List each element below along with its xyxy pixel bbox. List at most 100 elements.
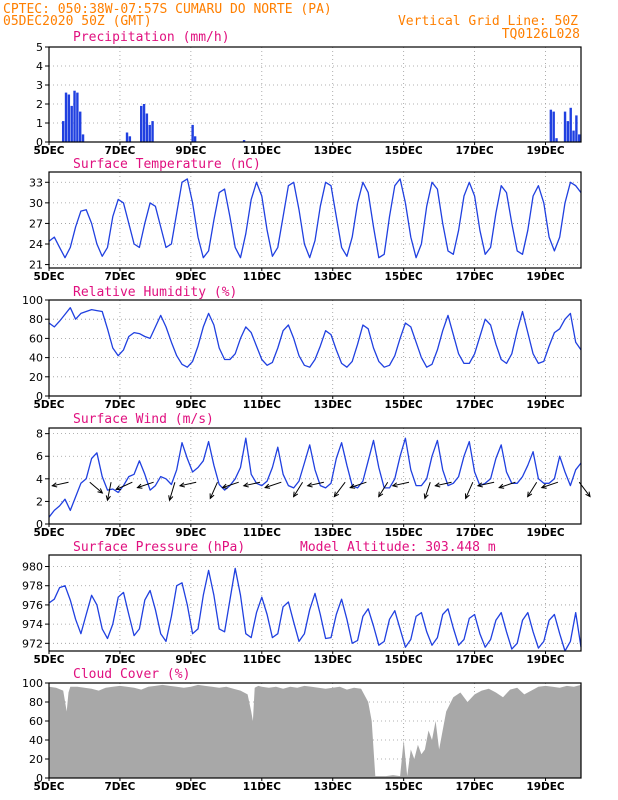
wind-arrow-head xyxy=(105,495,111,502)
pressure-ytick-label: 976 xyxy=(22,599,43,612)
pressure-xtick-label: 19DEC xyxy=(526,654,565,666)
precip-bar xyxy=(148,124,151,142)
rh-xtick-label: 7DEC xyxy=(104,399,135,411)
wind-vectors xyxy=(51,481,591,502)
wind-arrow xyxy=(465,482,474,499)
precip-bar xyxy=(566,121,570,142)
precip-bar xyxy=(73,90,76,142)
temp-ytick-label: 21 xyxy=(29,259,43,272)
wind-arrow xyxy=(307,481,324,487)
precip-bar xyxy=(578,134,581,142)
precip-bar xyxy=(572,130,575,142)
precip-bar xyxy=(128,136,132,142)
wind-arrow-head xyxy=(51,482,58,488)
wind-arrow xyxy=(115,481,133,490)
pressure-xtick-label: 7DEC xyxy=(104,654,135,666)
rh-frame xyxy=(48,299,582,397)
precip-frame xyxy=(48,46,582,143)
precip-xtick-label: 9DEC xyxy=(175,145,206,157)
cloud-ytick-label: 60 xyxy=(29,715,43,728)
wind-arrow-head xyxy=(97,488,104,494)
header-station: CPTEC: 050:38W-07:57S CUMARU DO NORTE (P… xyxy=(3,2,332,17)
cloud-ytick-label: 20 xyxy=(29,753,43,766)
rh-xtick-label: 19DEC xyxy=(526,399,565,411)
precip-xtick-label: 11DEC xyxy=(243,145,282,157)
pressure-ytick-label: 974 xyxy=(22,618,43,631)
wind-arrow xyxy=(424,482,431,499)
temp-xtick-label: 5DEC xyxy=(34,271,65,283)
precip-ytick-label: 4 xyxy=(36,60,43,73)
wind-title: Surface Wind (m/s) xyxy=(73,412,214,427)
wind-arrow xyxy=(527,481,538,497)
temp-xtick-label: 13DEC xyxy=(314,271,353,283)
temp-plot: 21 24 27 30 33 5DEC 7DEC 9DEC 11DEC 13DEC 15DEC 17D… xyxy=(29,171,582,283)
precip-xtick-label: 19DEC xyxy=(526,145,565,157)
cloud-xtick-label: 13DEC xyxy=(314,781,353,793)
rh-xtick-label: 9DEC xyxy=(175,399,206,411)
cloud-xtick-label: 7DEC xyxy=(104,781,135,793)
wind-arrow-head xyxy=(209,493,215,500)
rh-ytick-label: 80 xyxy=(29,313,43,326)
wind-arrow xyxy=(477,481,495,487)
cloud-xtick-label: 19DEC xyxy=(526,781,565,793)
pressure-xtick-label: 9DEC xyxy=(175,654,206,666)
rh-xtick-label: 13DEC xyxy=(314,399,353,411)
precip-ytick-label: 1 xyxy=(36,117,43,130)
precip-bar xyxy=(140,105,143,142)
pressure-xtick-label: 17DEC xyxy=(455,654,494,666)
cloud-area xyxy=(49,684,581,778)
wind-frame xyxy=(48,427,582,525)
cloud-ytick-label: 100 xyxy=(22,677,43,690)
precip-xtick-label: 7DEC xyxy=(104,145,135,157)
header-date: 05DEC2020 50Z (GMT) xyxy=(3,14,152,29)
temp-xtick-label: 9DEC xyxy=(175,271,206,283)
pressure-xtick-label: 13DEC xyxy=(314,654,353,666)
wind-arrow xyxy=(499,481,516,489)
wind-arrow-head xyxy=(136,483,143,489)
rh-ytick-label: 0 xyxy=(36,390,43,403)
wind-xtick-label: 11DEC xyxy=(243,527,282,539)
wind-arrow xyxy=(392,481,410,487)
wind-arrow xyxy=(333,481,346,497)
wind-arrow-head xyxy=(476,482,483,488)
wind-ytick-label: 2 xyxy=(36,495,43,508)
wind-arrow-head xyxy=(178,482,185,488)
precip-bar xyxy=(549,109,553,142)
pressure-series-line xyxy=(48,567,582,652)
temp-xtick-label: 17DEC xyxy=(455,271,494,283)
wind-ytick-label: 6 xyxy=(36,450,43,463)
precip-bar xyxy=(575,115,578,142)
header-grid-line: Vertical Grid Line: 50Z xyxy=(398,14,578,29)
wind-arrow xyxy=(541,481,559,489)
wind-plot: 0 2 4 6 8 5DEC 7DEC 9DEC 11DEC 13DEC 15DEC 17DEC 19D… xyxy=(34,427,582,539)
wind-arrow xyxy=(52,481,69,487)
wind-xtick-label: 7DEC xyxy=(104,527,135,539)
precip-ytick-label: 3 xyxy=(36,79,43,92)
wind-arrow-head xyxy=(391,482,398,488)
wind-arrow-head xyxy=(378,491,384,498)
precip-bar xyxy=(191,124,194,142)
cloud-ytick-label: 80 xyxy=(29,696,43,709)
precip-bar xyxy=(125,132,129,142)
cloud-xtick-label: 11DEC xyxy=(243,781,282,793)
precip-bar xyxy=(552,111,555,142)
precip-bar xyxy=(79,111,82,142)
wind-arrow-head xyxy=(464,493,470,500)
rh-xtick-label: 11DEC xyxy=(243,399,282,411)
precip-bar xyxy=(76,92,79,142)
wind-xtick-label: 17DEC xyxy=(455,527,494,539)
wind-arrow xyxy=(209,482,218,499)
temp-xtick-label: 11DEC xyxy=(243,271,282,283)
pressure-ytick-label: 972 xyxy=(22,637,43,650)
temp-series-line xyxy=(48,178,582,259)
temp-ytick-label: 30 xyxy=(29,197,43,210)
wind-arrow-head xyxy=(306,482,313,488)
rh-plot: 0 20 40 60 80 100 5DEC 7DEC 9DEC 11DEC 13DEC 15DEC 1… xyxy=(22,294,582,411)
rh-xtick-label: 15DEC xyxy=(385,399,424,411)
rh-ytick-label: 20 xyxy=(29,371,43,384)
precip-bar xyxy=(242,140,246,142)
cloud-title: Cloud Cover (%) xyxy=(73,667,190,682)
precip-bar xyxy=(70,105,73,142)
wind-arrow xyxy=(578,481,591,497)
wind-arrow-head xyxy=(333,491,340,498)
